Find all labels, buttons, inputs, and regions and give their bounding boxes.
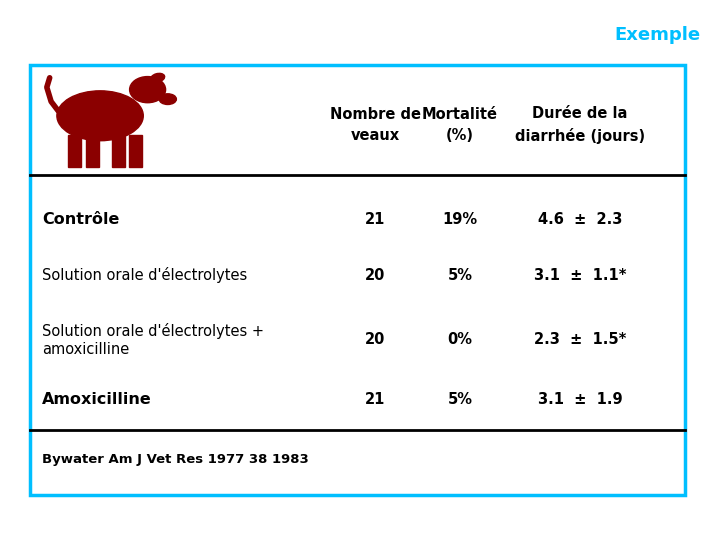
Text: Contrôle: Contrôle [42, 213, 120, 227]
Text: 4.6  ±  2.3: 4.6 ± 2.3 [538, 213, 622, 227]
Text: 21: 21 [365, 393, 385, 408]
Text: 2.3  ±  1.5*: 2.3 ± 1.5* [534, 333, 626, 348]
Text: Bywater Am J Vet Res 1977 38 1983: Bywater Am J Vet Res 1977 38 1983 [42, 454, 309, 467]
Text: 19%: 19% [442, 213, 477, 227]
Text: Mortalité
(%): Mortalité (%) [422, 107, 498, 143]
Text: 20: 20 [365, 267, 385, 282]
Text: Solution orale d'électrolytes +
amoxicilline: Solution orale d'électrolytes + amoxicil… [42, 323, 264, 357]
Text: 3.1  ±  1.9: 3.1 ± 1.9 [538, 393, 622, 408]
Ellipse shape [130, 77, 166, 103]
Ellipse shape [150, 73, 165, 82]
Text: 5%: 5% [448, 267, 472, 282]
FancyBboxPatch shape [30, 65, 685, 495]
Text: Exemple: Exemple [614, 26, 700, 44]
Bar [129, 135, 142, 167]
Text: 3.1  ±  1.1*: 3.1 ± 1.1* [534, 267, 626, 282]
Text: Durée de la
diarrhée (jours): Durée de la diarrhée (jours) [515, 106, 645, 144]
Bar [86, 135, 99, 167]
Text: 20: 20 [365, 333, 385, 348]
Text: Amoxicilline: Amoxicilline [42, 393, 152, 408]
Text: Nombre de
veaux: Nombre de veaux [330, 107, 420, 143]
Bar [68, 135, 81, 167]
Bar [112, 135, 125, 167]
Ellipse shape [57, 91, 143, 141]
Ellipse shape [159, 94, 176, 105]
Text: 21: 21 [365, 213, 385, 227]
Text: 0%: 0% [448, 333, 472, 348]
Text: Solution orale d'électrolytes: Solution orale d'électrolytes [42, 267, 247, 283]
Text: 5%: 5% [448, 393, 472, 408]
